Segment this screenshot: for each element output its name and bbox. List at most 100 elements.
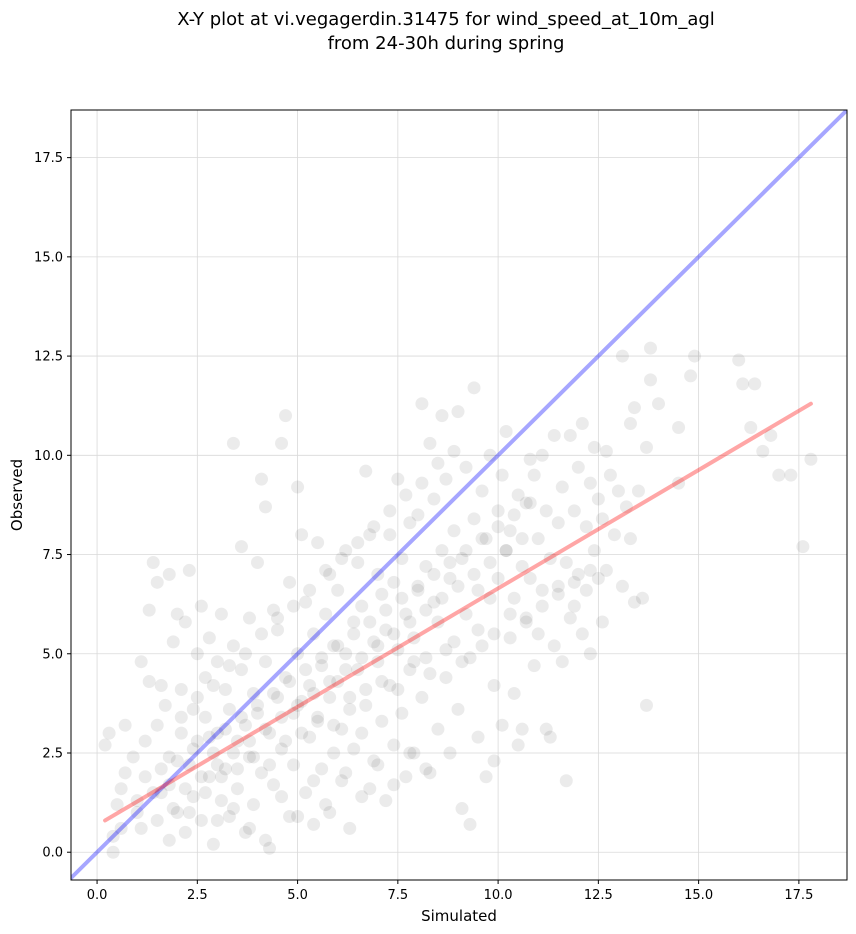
scatter-point bbox=[355, 790, 369, 804]
scatter-point bbox=[359, 464, 373, 478]
scatter-point bbox=[166, 635, 180, 649]
scatter-point bbox=[267, 603, 281, 617]
scatter-point bbox=[559, 555, 573, 569]
scatter-point bbox=[327, 718, 341, 732]
scatter-point bbox=[744, 421, 758, 435]
scatter-point bbox=[331, 583, 345, 597]
scatter-point bbox=[379, 623, 393, 637]
scatter-point bbox=[379, 603, 393, 617]
scatter-point bbox=[295, 726, 309, 740]
scatter-point bbox=[483, 555, 497, 569]
scatter-point bbox=[571, 567, 585, 581]
scatter-point bbox=[688, 349, 702, 363]
scatter-point bbox=[551, 579, 565, 593]
scatter-point bbox=[455, 655, 469, 669]
scatter-point bbox=[515, 532, 529, 546]
scatter-point bbox=[279, 734, 293, 748]
scatter-point bbox=[186, 702, 200, 716]
scatter-point bbox=[567, 599, 581, 613]
scatter-point bbox=[319, 607, 333, 621]
scatter-point bbox=[543, 730, 557, 744]
scatter-point bbox=[639, 440, 653, 454]
scatter-point bbox=[591, 492, 605, 506]
scatter-point bbox=[283, 575, 297, 589]
scatter-point bbox=[198, 710, 212, 724]
scatter-point bbox=[351, 555, 365, 569]
scatter-point bbox=[335, 722, 349, 736]
scatter-point bbox=[150, 718, 164, 732]
scatter-point bbox=[503, 524, 517, 538]
scatter-point bbox=[150, 813, 164, 827]
scatter-point bbox=[355, 726, 369, 740]
scatter-point bbox=[431, 456, 445, 470]
scatter-point bbox=[732, 353, 746, 367]
scatter-point bbox=[451, 579, 465, 593]
scatter-point bbox=[210, 655, 224, 669]
scatter-point bbox=[623, 417, 637, 431]
scatter-point bbox=[162, 778, 176, 792]
regression-line bbox=[103, 401, 813, 823]
scatter-point bbox=[222, 702, 236, 716]
scatter-point bbox=[250, 706, 264, 720]
scatter-point bbox=[443, 555, 457, 569]
scatter-point bbox=[134, 655, 148, 669]
scatter-point bbox=[106, 829, 120, 843]
scatter-point bbox=[507, 591, 521, 605]
scatter-point bbox=[379, 794, 393, 808]
scatter-point bbox=[242, 750, 256, 764]
scatter-point bbox=[347, 627, 361, 641]
scatter-point bbox=[383, 504, 397, 518]
scatter-point bbox=[756, 444, 770, 458]
scatter-point bbox=[471, 583, 485, 597]
scatter-point bbox=[367, 635, 381, 649]
scatter-point bbox=[451, 702, 465, 716]
scatter-point bbox=[551, 516, 565, 530]
scatter-point bbox=[134, 821, 148, 835]
scatter-point bbox=[218, 682, 232, 696]
scatter-point bbox=[303, 583, 317, 597]
scatter-point bbox=[186, 790, 200, 804]
scatter-point bbox=[323, 675, 337, 689]
scatter-point bbox=[259, 833, 273, 847]
scatter-point bbox=[619, 500, 633, 514]
scatter-point bbox=[511, 488, 525, 502]
scatter-point bbox=[146, 555, 160, 569]
scatter-point bbox=[391, 682, 405, 696]
scatter-point bbox=[527, 659, 541, 673]
scatter-point bbox=[407, 746, 421, 760]
scatter-point bbox=[495, 718, 509, 732]
scatter-point bbox=[355, 599, 369, 613]
scatter-point bbox=[299, 786, 313, 800]
scatter-point bbox=[222, 809, 236, 823]
scatter-point bbox=[263, 758, 277, 772]
scatter-point bbox=[186, 742, 200, 756]
scatter-point bbox=[210, 758, 224, 772]
scatter-point bbox=[303, 679, 317, 693]
scatter-point bbox=[182, 806, 196, 820]
x-tick-label: 5.0 bbox=[287, 888, 308, 903]
scatter-point bbox=[154, 679, 168, 693]
scatter-point bbox=[242, 611, 256, 625]
scatter-point bbox=[403, 516, 417, 530]
scatter-point bbox=[335, 552, 349, 566]
scatter-point bbox=[230, 782, 244, 796]
scatter-point bbox=[483, 591, 497, 605]
scatter-point bbox=[595, 615, 609, 629]
scatter-point bbox=[275, 436, 289, 450]
scatter-point bbox=[451, 405, 465, 419]
scatter-point bbox=[214, 770, 228, 784]
scatter-point bbox=[226, 436, 240, 450]
scatter-point bbox=[263, 841, 277, 855]
scatter-point bbox=[607, 528, 621, 542]
scatter-point bbox=[214, 794, 228, 808]
scatter-point bbox=[246, 686, 260, 700]
scatter-point bbox=[230, 734, 244, 748]
scatter-point bbox=[242, 734, 256, 748]
scatter-point bbox=[403, 663, 417, 677]
scatter-point bbox=[263, 726, 277, 740]
scatter-point bbox=[523, 496, 537, 510]
scatter-point bbox=[395, 706, 409, 720]
scatter-point bbox=[535, 599, 549, 613]
scatter-point bbox=[343, 821, 357, 835]
scatter-point bbox=[635, 591, 649, 605]
